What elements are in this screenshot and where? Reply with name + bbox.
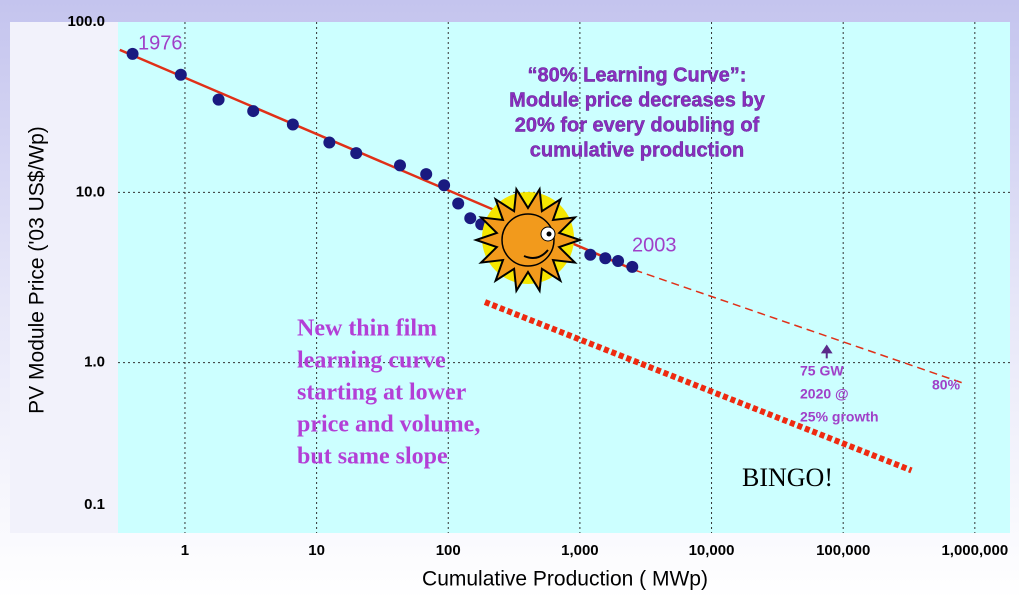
target-note: 25% growth xyxy=(800,409,879,425)
learning-curve-note: Module price decreases by xyxy=(509,89,766,111)
data-point xyxy=(612,255,624,267)
learning-curve-note: cumulative production xyxy=(530,139,744,161)
bingo-label: BINGO! xyxy=(742,463,833,492)
x-tick-label: 10,000 xyxy=(689,542,735,559)
data-point xyxy=(287,119,299,131)
x-axis-label: Cumulative Production ( MWp) xyxy=(422,568,708,591)
thin-film-note: New thin film xyxy=(297,316,437,342)
data-point xyxy=(175,69,187,81)
target-note: 75 GW xyxy=(800,363,844,379)
data-point xyxy=(464,212,476,224)
x-tick-label: 1,000,000 xyxy=(941,542,1008,559)
slope-label: 80% xyxy=(932,377,961,393)
start-label: 1976 xyxy=(138,32,183,54)
thin-film-note: learning curve xyxy=(297,348,446,374)
x-tick-label: 10 xyxy=(308,542,325,559)
data-point xyxy=(127,48,139,60)
x-tick-label: 1,000 xyxy=(561,542,599,559)
y-tick-label: 0.1 xyxy=(84,496,105,513)
y-tick-label: 100.0 xyxy=(67,13,105,30)
data-point xyxy=(438,179,450,191)
data-point xyxy=(247,105,259,117)
target-note: 2020 @ xyxy=(800,386,849,402)
x-tick-label: 1 xyxy=(181,542,189,559)
learning-curve-note: “80% Learning Curve”: xyxy=(528,64,747,86)
data-point xyxy=(350,147,362,159)
learning-curve-note: 20% for every doubling of xyxy=(515,114,760,136)
thin-film-note: price and volume, xyxy=(297,412,480,438)
x-tick-label: 100 xyxy=(436,542,461,559)
thin-film-note: but same slope xyxy=(297,444,448,470)
y-axis-label: PV Module Price ('03 US$/Wp) xyxy=(26,126,49,414)
data-point xyxy=(452,197,464,209)
sun-pupil xyxy=(547,232,552,237)
chart: Cumulative Production ( MWp) PV Module P… xyxy=(0,0,1019,599)
data-point xyxy=(420,168,432,180)
end-label: 2003 xyxy=(632,234,677,256)
x-tick-label: 100,000 xyxy=(816,542,870,559)
y-tick-label: 1.0 xyxy=(84,354,105,371)
data-point xyxy=(323,137,335,149)
thin-film-note: starting at lower xyxy=(297,380,467,406)
data-point xyxy=(584,249,596,261)
data-point xyxy=(626,261,638,273)
data-point xyxy=(599,252,611,264)
data-point xyxy=(213,94,225,106)
y-tick-label: 10.0 xyxy=(76,183,105,200)
data-point xyxy=(394,159,406,171)
